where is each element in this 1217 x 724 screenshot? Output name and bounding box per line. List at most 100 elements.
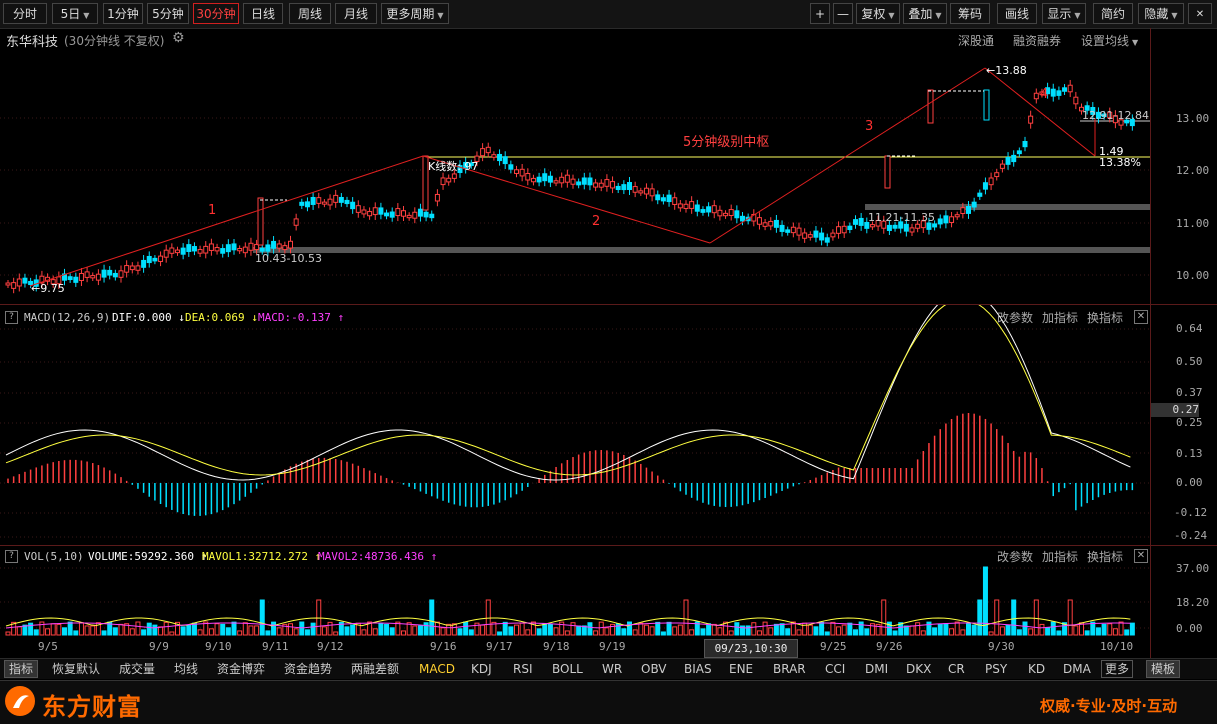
candle-body: [355, 205, 361, 213]
macd-axis-label: -0.24: [1174, 529, 1208, 542]
overlay-button[interactable]: 叠加 ▼: [903, 3, 947, 24]
adjust-button[interactable]: 复权 ▼: [856, 3, 900, 24]
candle-body: [5, 282, 11, 286]
candle-body: [847, 225, 853, 230]
macd-add-indicator-button[interactable]: 加指标: [1042, 311, 1079, 325]
tab-fund-game[interactable]: 资金博弈: [217, 662, 266, 676]
zoom-out-button[interactable]: —: [833, 3, 853, 24]
candle-body: [304, 201, 310, 208]
zoom-in-button[interactable]: +: [810, 3, 830, 24]
tab-dma[interactable]: DMA: [1063, 662, 1091, 676]
help-icon[interactable]: ?: [5, 311, 18, 324]
period-1min-button[interactable]: 1分钟: [103, 3, 143, 24]
volume-bar: [1022, 621, 1028, 636]
volume-bar: [745, 625, 751, 636]
tab-obv[interactable]: OBV: [641, 662, 667, 676]
volume-bar: [971, 624, 977, 636]
period-intraday-button[interactable]: 分时: [3, 3, 47, 24]
volume-bar: [932, 627, 938, 636]
draw-line-button[interactable]: 画线: [997, 3, 1037, 24]
collapse-icon[interactable]: ✕: [1188, 3, 1212, 24]
period-5day-button[interactable]: 5日 ▼: [52, 3, 98, 24]
macd-edit-params-button[interactable]: 改参数: [997, 311, 1034, 325]
macd-switch-indicator-button[interactable]: 换指标: [1087, 311, 1124, 325]
tab-volume[interactable]: 成交量: [119, 662, 156, 676]
candle-body: [621, 184, 627, 191]
volume-bar: [604, 627, 610, 636]
volume-bar: [819, 621, 825, 636]
chips-button[interactable]: 筹码: [950, 3, 990, 24]
period-day-button[interactable]: 日线: [243, 3, 283, 24]
vol-add-indicator-button[interactable]: 加指标: [1042, 550, 1079, 564]
volume-chart[interactable]: [0, 546, 1150, 638]
tab-boll[interactable]: BOLL: [552, 662, 583, 676]
link-hk-connect[interactable]: 深股通: [958, 34, 995, 48]
volume-bar: [101, 630, 107, 636]
tab-ene[interactable]: ENE: [729, 662, 754, 676]
vol-close-icon[interactable]: ✕: [1134, 549, 1148, 563]
tab-brar[interactable]: BRAR: [773, 662, 806, 676]
tab-dkx[interactable]: DKX: [906, 662, 932, 676]
macd-close-icon[interactable]: ✕: [1134, 310, 1148, 324]
candle-body: [785, 229, 791, 233]
tab-cci[interactable]: CCI: [825, 662, 846, 676]
hide-button[interactable]: 隐藏 ▼: [1138, 3, 1184, 24]
volume-bar: [33, 629, 39, 636]
candle-body: [632, 186, 638, 193]
period-5min-button[interactable]: 5分钟: [147, 3, 189, 24]
volume-bar: [208, 628, 214, 636]
candle-body: [666, 194, 672, 203]
period-month-button[interactable]: 月线: [335, 3, 377, 24]
tab-wr[interactable]: WR: [602, 662, 623, 676]
tab-bias[interactable]: BIAS: [684, 662, 712, 676]
tab-rsi[interactable]: RSI: [513, 662, 533, 676]
vol-edit-params-button[interactable]: 改参数: [997, 550, 1034, 564]
period-30min-button[interactable]: 30分钟: [193, 3, 239, 24]
link-margin-trading[interactable]: 融资融券: [1013, 34, 1062, 48]
tab-macd[interactable]: MACD: [419, 662, 455, 676]
candle-body: [926, 222, 932, 230]
vol-mavol2-value: MAVOL2:48736.436 ↑: [318, 550, 437, 563]
panel-divider: [0, 304, 1217, 305]
tab-template[interactable]: 模板: [1146, 660, 1181, 678]
macd-chart[interactable]: [0, 305, 1150, 545]
help-icon[interactable]: ?: [5, 550, 18, 563]
tab-psy[interactable]: PSY: [985, 662, 1008, 676]
tab-kdj[interactable]: KDJ: [471, 662, 492, 676]
tab-fund-trend[interactable]: 资金趋势: [284, 662, 333, 676]
candle-body: [237, 248, 243, 252]
settings-gear-icon[interactable]: ⚙: [172, 30, 185, 46]
tab-margin-diff[interactable]: 两融差额: [351, 662, 400, 676]
vol-switch-indicator-button[interactable]: 换指标: [1087, 550, 1124, 564]
volume-bar: [242, 622, 248, 636]
volume-bar: [1033, 599, 1039, 636]
tab-dmi[interactable]: DMI: [865, 662, 889, 676]
period-more-button[interactable]: 更多周期 ▼: [381, 3, 449, 24]
tab-more[interactable]: 更多: [1101, 660, 1134, 678]
link-set-ma[interactable]: 设置均线 ▼: [1081, 32, 1138, 49]
wave-trend-line: [422, 155, 711, 244]
tab-ma[interactable]: 均线: [174, 662, 199, 676]
candle-chart[interactable]: ←9.75 ←13.88 10.43-10.53 11.21-11.35 12.91-1…: [0, 28, 1150, 304]
tab-restore-default[interactable]: 恢复默认: [52, 662, 101, 676]
candle-body: [497, 153, 503, 162]
tab-kd[interactable]: KD: [1028, 662, 1046, 676]
period-week-button[interactable]: 周线: [289, 3, 331, 24]
volume-bar: [457, 628, 463, 636]
candle-body: [271, 240, 277, 249]
display-button[interactable]: 显示 ▼: [1042, 3, 1086, 24]
tab-indicators[interactable]: 指标: [4, 660, 39, 678]
volume-bar: [740, 625, 745, 636]
candle-body: [627, 182, 632, 190]
tab-cr[interactable]: CR: [948, 662, 965, 676]
candle-body: [751, 213, 757, 222]
high-price-annotation: ←13.88: [986, 64, 1027, 77]
volume-bar: [220, 623, 226, 636]
simple-button[interactable]: 简约: [1093, 3, 1133, 24]
candle-body: [983, 89, 990, 121]
volume-bar: [1005, 624, 1011, 636]
volume-bar: [960, 629, 966, 636]
candle-body: [920, 220, 926, 229]
macd-dea-text: DEA:0.069: [185, 311, 245, 324]
candle-body: [350, 201, 356, 210]
